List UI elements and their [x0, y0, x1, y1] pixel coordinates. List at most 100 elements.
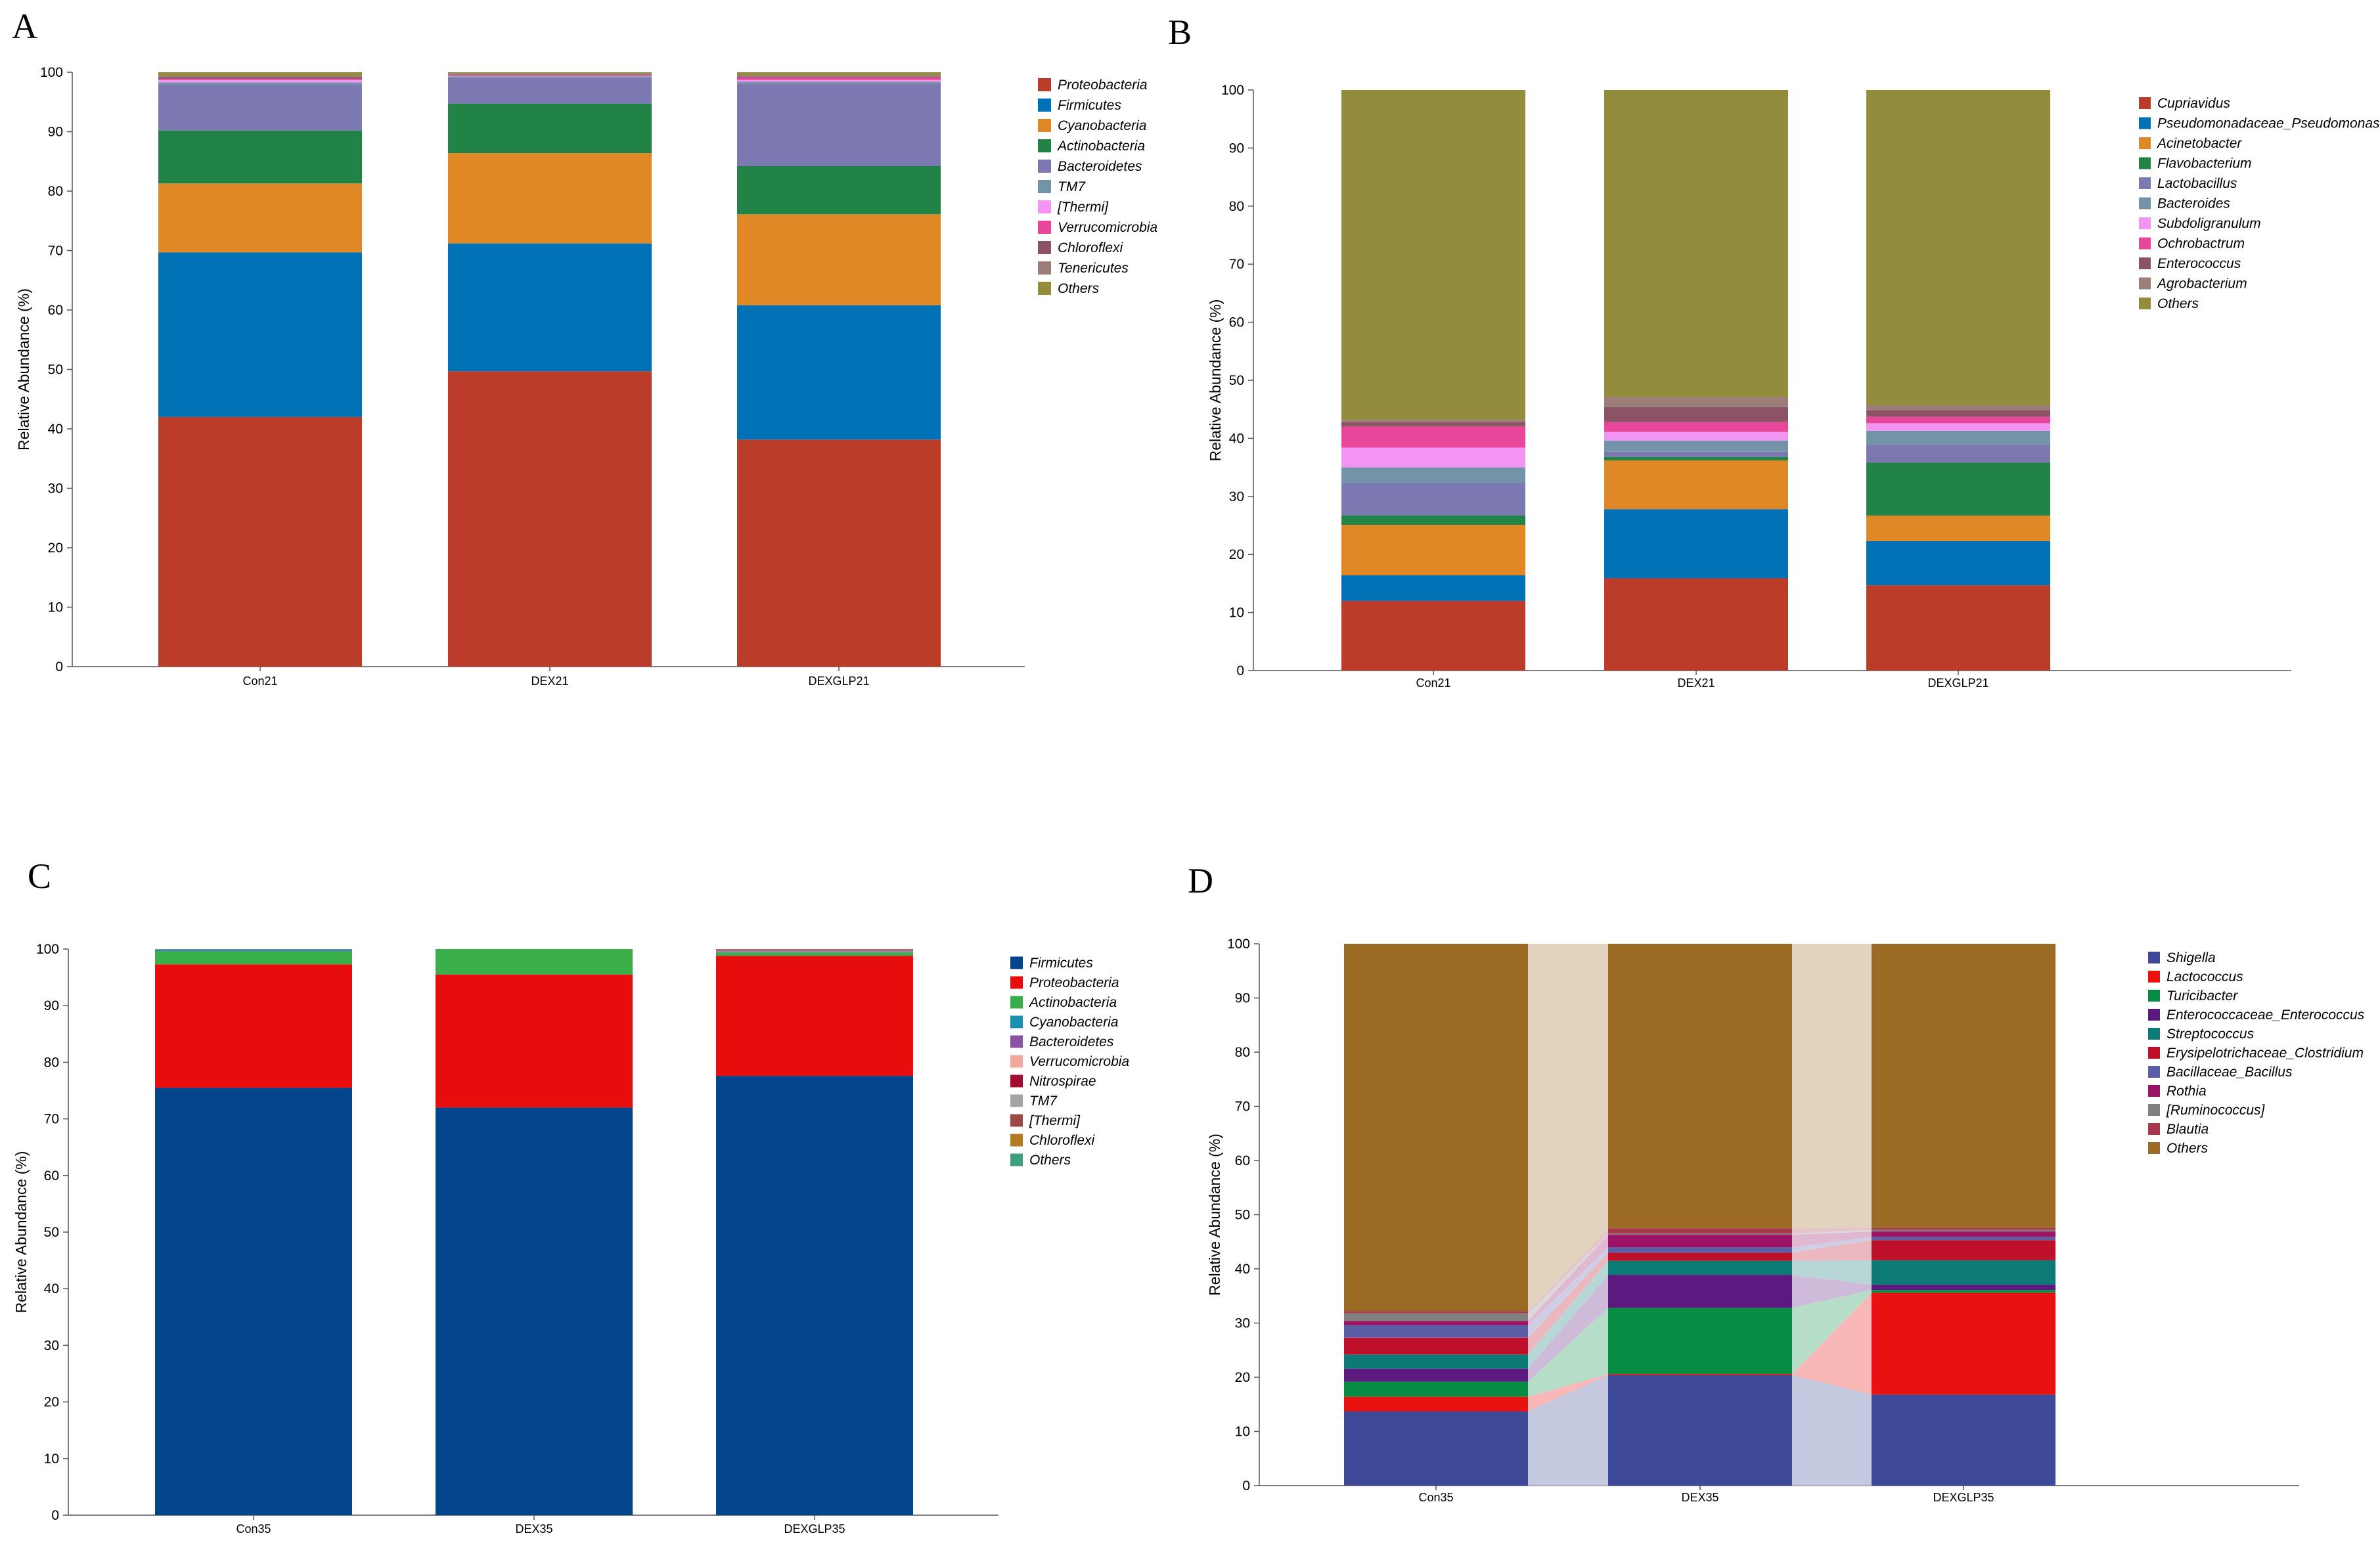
bar-segment-DEXGLP21-Tenericutes: [737, 75, 941, 77]
flow-band-Lactococcus: [1528, 1374, 1608, 1411]
bar-segment-Con21-Proteobacteria: [158, 416, 362, 667]
legend-swatch-Bacteroides: [2139, 197, 2151, 210]
y-tick-label: 50: [44, 1225, 59, 1240]
legend-label-Cyanobacteria: Cyanobacteria: [1029, 1015, 1118, 1030]
y-tick-label: 20: [44, 1395, 59, 1410]
y-tick-label: 30: [48, 481, 63, 497]
y-tick-label: 0: [51, 1508, 59, 1523]
y-tick-label: 10: [44, 1451, 59, 1467]
y-tick-label: 90: [48, 125, 63, 140]
legend-label-Proteobacteria: Proteobacteria: [1029, 975, 1119, 990]
bar-segment-Con21-Acinetobacter: [1341, 525, 1525, 576]
bar-segment-Con21-Enterococcus: [1341, 422, 1525, 427]
legend-label-Ochrobactrum: Ochrobactrum: [2157, 236, 2245, 252]
y-tick-label: 80: [48, 184, 63, 199]
legend-swatch-Proteobacteria: [1038, 78, 1051, 91]
legend-label-Others: Others: [2157, 296, 2199, 311]
legend-label-Blautia: Blautia: [2167, 1122, 2209, 1137]
y-tick-label: 50: [1235, 1208, 1250, 1223]
y-tick-label: 60: [1229, 315, 1244, 330]
legend-swatch-Shigella: [2148, 952, 2160, 963]
x-tick-label-DEXGLP21: DEXGLP21: [808, 674, 869, 688]
legend-label-Lactobacillus: Lactobacillus: [2157, 176, 2237, 191]
bar-segment-DEXGLP21-Firmicutes: [737, 305, 941, 440]
flow-band-Enterococcaceae_Enterococcus: [1528, 1275, 1608, 1382]
flow-band-Shigella: [1528, 1375, 1608, 1486]
panel-letter-B: B: [1168, 12, 1192, 52]
legend-swatch-Bacteroidetes: [1010, 1035, 1023, 1048]
bar-segment-DEXGLP21-Flavobacterium: [1866, 462, 2050, 516]
bar-segment-DEXGLP35-Firmicutes: [716, 1076, 913, 1515]
bar-segment-DEX35-Others: [1608, 944, 1792, 1229]
legend-swatch-[Ruminococcus]: [2148, 1104, 2160, 1116]
bar-segment-DEX21-Acinetobacter: [1604, 460, 1788, 510]
bar-segment-Con21-Pseudomonadaceae_Pseudomonas: [1341, 575, 1525, 601]
legend: Shigella Lactococcus Turicibacter Enterococ…: [2148, 950, 2365, 1156]
legend-label-Agrobacterium: Agrobacterium: [2156, 276, 2247, 292]
flow-band-Turicibacter: [1528, 1308, 1608, 1397]
legend-label-Cyanobacteria: Cyanobacteria: [1058, 118, 1146, 133]
panel-C: C 0 10 20 30 40 50 60 70 80 90 100 Relative Abundanc…: [12, 856, 1129, 1536]
y-tick-label: 80: [1229, 199, 1244, 214]
bar-segment-Con21-Actinobacteria: [158, 130, 362, 184]
bar-segment-Con35-Actinobacteria: [155, 951, 352, 965]
legend-label-Actinobacteria: Actinobacteria: [1056, 139, 1145, 154]
y-tick-label: 10: [1235, 1425, 1250, 1440]
legend-label-TM7: TM7: [1058, 179, 1086, 194]
y-tick-label: 20: [1229, 547, 1244, 562]
bar-segment-DEX21-Tenericutes: [448, 73, 652, 75]
bar-segment-Con35-[Ruminococcus]: [1344, 1313, 1528, 1321]
bar-segment-DEXGLP35-Bacillaceae_Bacillus: [1872, 1237, 2055, 1241]
bar-segment-Con21-Tenericutes: [158, 76, 362, 77]
flow-band-Lactococcus: [1792, 1293, 1872, 1395]
panel-D: D 0 10 20 30 40 50 60 70 80 90 100 Relative Abundanc…: [1188, 861, 2365, 1504]
bar-segment-DEX21-Chloroflexi: [448, 74, 652, 76]
bar-segment-DEX21-Cyanobacteria: [448, 153, 652, 244]
legend-swatch-Chloroflexi: [1010, 1134, 1023, 1147]
flow-band-Bacillaceae_Bacillus: [1792, 1237, 1872, 1253]
legend-swatch-Tenericutes: [1038, 261, 1051, 275]
legend-label-Enterococcaceae_Enterococcus: Enterococcaceae_Enterococcus: [2167, 1007, 2365, 1023]
legend-swatch-Others: [1010, 1153, 1023, 1166]
flow-band-Turicibacter: [1792, 1290, 1872, 1375]
flow-band-Shigella: [1792, 1375, 1872, 1486]
bar-segment-DEXGLP35-Others: [1872, 944, 2055, 1228]
flow-band-Streptococcus: [1792, 1260, 1872, 1285]
bar-segment-DEX21-Bacteroides: [1604, 440, 1788, 452]
legend-swatch-Verrucomicrobia: [1038, 221, 1051, 234]
y-tick-label: 70: [1229, 257, 1244, 272]
legend-swatch-Verrucomicrobia: [1010, 1055, 1023, 1068]
bar-segment-DEX35-[Ruminococcus]: [1608, 1233, 1792, 1235]
bar-segment-Con21-TM7: [158, 82, 362, 85]
legend-label-Bacteroidetes: Bacteroidetes: [1058, 159, 1142, 174]
bar-segment-DEX35-Actinobacteria: [436, 949, 633, 975]
legend-label-Streptococcus: Streptococcus: [2167, 1027, 2255, 1042]
bar-segment-DEX21-Actinobacteria: [448, 103, 652, 154]
y-tick-label: 90: [1235, 991, 1250, 1006]
y-tick-label: 100: [1227, 937, 1250, 952]
panel-B: B 0 10 20 30 40 50 60 70 80 90 100 Relative Abundanc…: [1168, 12, 2380, 690]
x-tick-label-Con35: Con35: [1418, 1491, 1453, 1504]
bar-segment-DEXGLP21-Actinobacteria: [737, 166, 941, 215]
y-tick-label: 40: [1235, 1262, 1250, 1277]
bar-segment-DEXGLP35-[Ruminococcus]: [1872, 1229, 2055, 1232]
bar-segment-DEX21-Flavobacterium: [1604, 456, 1788, 460]
bar-segment-DEX21-Cupriavidus: [1604, 578, 1788, 671]
x-tick-label-DEXGLP35: DEXGLP35: [1933, 1491, 1994, 1504]
legend-swatch-Lactobacillus: [2139, 177, 2151, 189]
legend-label-Verrucomicrobia: Verrucomicrobia: [1029, 1054, 1129, 1069]
bar-segment-Con35-Bacillaceae_Bacillus: [1344, 1325, 1528, 1338]
legend-swatch-Streptococcus: [2148, 1028, 2160, 1040]
legend-label-Bacteroidetes: Bacteroidetes: [1029, 1034, 1114, 1050]
legend-swatch-TM7: [1038, 180, 1051, 193]
y-tick-label: 10: [1229, 606, 1244, 621]
legend: Firmicutes Proteobacteria Actinobacteria Cy…: [1010, 956, 1129, 1168]
legend-label-[Ruminococcus]: [Ruminococcus]: [2166, 1103, 2266, 1118]
bar-segment-Con35-Shigella: [1344, 1411, 1528, 1486]
x-tick-label-Con35: Con35: [236, 1522, 271, 1536]
legend-swatch-Others: [1038, 282, 1051, 295]
bar-segment-DEX35-Blautia: [1608, 1228, 1792, 1234]
bar-segment-DEXGLP21-Pseudomonadaceae_Pseudomonas: [1866, 541, 2050, 586]
y-tick-label: 20: [1235, 1370, 1250, 1385]
